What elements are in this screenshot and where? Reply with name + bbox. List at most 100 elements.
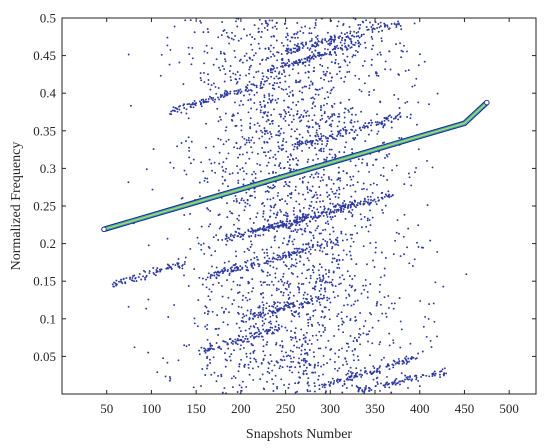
scatter-point (243, 137, 246, 140)
scatter-point (326, 31, 329, 34)
scatter-point (291, 143, 294, 146)
scatter-point (344, 206, 347, 209)
scatter-point (245, 52, 248, 55)
scatter-point (244, 201, 247, 204)
scatter-point (310, 200, 313, 203)
scatter-point (236, 343, 239, 346)
scatter-point (288, 95, 291, 98)
scatter-point (227, 152, 230, 155)
scatter-point (254, 172, 257, 175)
scatter-point (188, 146, 191, 149)
scatter-point (216, 314, 219, 317)
scatter-point (243, 209, 246, 212)
scatter-point (293, 207, 295, 209)
scatter-point (340, 232, 343, 235)
scatter-point (370, 124, 372, 127)
scatter-point (328, 124, 331, 127)
scatter-point (251, 228, 254, 231)
scatter-point (328, 211, 331, 214)
scatter-point (221, 182, 224, 185)
scatter-point (380, 251, 383, 254)
scatter-point (322, 363, 325, 366)
scatter-point (237, 179, 240, 182)
scatter-point (317, 52, 319, 55)
scatter-point (349, 201, 351, 203)
scatter-point (278, 134, 281, 137)
scatter-point (224, 340, 227, 343)
scatter-point (331, 261, 334, 264)
scatter-point (237, 292, 239, 294)
scatter-point (409, 375, 411, 378)
scatter-point (267, 229, 270, 232)
scatter-point (442, 374, 445, 377)
scatter-point (290, 52, 293, 55)
scatter-point (215, 266, 218, 269)
scatter-point (190, 140, 193, 143)
scatter-point (334, 58, 337, 61)
scatter-point (234, 34, 237, 37)
scatter-point (310, 37, 313, 40)
scatter-point (354, 206, 357, 209)
scatter-point (350, 40, 352, 43)
scatter-point (268, 273, 271, 276)
scatter-point (278, 225, 281, 228)
scatter-point (370, 64, 373, 66)
scatter-point (337, 355, 340, 358)
scatter-point (268, 82, 271, 85)
scatter-point (299, 220, 302, 223)
scatter-point (295, 200, 298, 203)
scatter-point (351, 113, 353, 116)
scatter-point (203, 350, 206, 353)
scatter-point (255, 331, 258, 334)
scatter-point (349, 371, 352, 373)
scatter-point (337, 177, 340, 180)
scatter-point (263, 127, 266, 130)
scatter-point (348, 376, 351, 379)
scatter-point (337, 115, 339, 118)
scatter-point (292, 148, 295, 151)
scatter-point (329, 384, 331, 387)
scatter-point (280, 65, 282, 68)
scatter-point (257, 31, 260, 34)
scatter-point (380, 37, 383, 40)
scatter-point (283, 281, 286, 284)
scatter-point (386, 24, 389, 27)
scatter-point (236, 391, 239, 393)
scatter-point (388, 344, 391, 347)
scatter-point (344, 289, 347, 292)
scatter-point (219, 116, 221, 118)
scatter-point (328, 135, 331, 138)
scatter-point (336, 315, 339, 318)
scatter-point (306, 188, 309, 190)
scatter-point (353, 204, 356, 207)
scatter-point (294, 189, 297, 192)
scatter-point (210, 162, 213, 165)
scatter-point (398, 23, 400, 26)
scatter-point (194, 102, 197, 105)
scatter-point (313, 266, 316, 268)
scatter-point (368, 389, 371, 392)
scatter-point (303, 364, 306, 367)
scatter-point (356, 120, 359, 123)
scatter-point (348, 61, 351, 64)
scatter-point (305, 125, 308, 128)
scatter-point (288, 158, 291, 161)
scatter-point (346, 71, 349, 74)
scatter-point (261, 146, 264, 149)
scatter-point (329, 301, 332, 304)
scatter-point (274, 25, 277, 28)
scatter-point (290, 128, 293, 131)
scatter-point (346, 64, 349, 67)
scatter-point (288, 219, 291, 222)
scatter-point (210, 290, 213, 293)
scatter-point (193, 322, 196, 325)
scatter-point (294, 228, 297, 231)
scatter-point (172, 166, 175, 169)
scatter-point (263, 204, 266, 207)
scatter-point (301, 142, 304, 145)
scatter-point (260, 284, 263, 287)
scatter-point (379, 101, 382, 104)
scatter-point (312, 314, 315, 317)
scatter-point (279, 115, 282, 118)
scatter-point (353, 131, 356, 133)
